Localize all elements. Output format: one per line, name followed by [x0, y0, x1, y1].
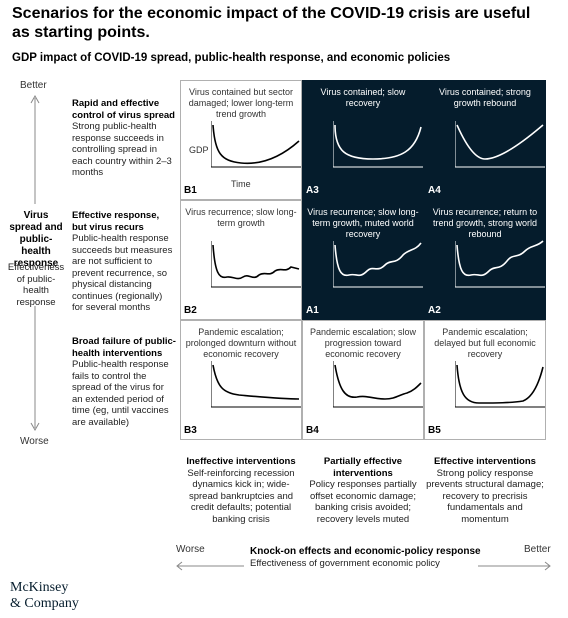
gdp-curve: [212, 364, 300, 400]
horizontal-axis-left-label: Worse: [176, 544, 205, 555]
chart-axes: [455, 361, 545, 408]
gdp-curve-chart: [333, 241, 423, 288]
gdp-curve: [334, 364, 422, 400]
scenario-code: B4: [306, 425, 319, 436]
gdp-curve: [334, 242, 422, 277]
scenario-cell-b5: Pandemic escalation; delayed but full ec…: [424, 320, 546, 440]
gdp-curve: [334, 124, 422, 160]
scenario-code: B1: [184, 185, 197, 196]
vertical-axis-heading: Virus spread and public-health response: [9, 210, 63, 269]
scenario-cell-b2: Virus recurrence; slow long-term growth B…: [180, 200, 302, 320]
gdp-curve-chart: [211, 121, 301, 168]
chart-axes: [455, 121, 545, 168]
scenario-text: Virus recurrence; slow long-term growth,…: [307, 207, 419, 239]
scenario-code: B2: [184, 305, 197, 316]
chart-axes: [211, 361, 301, 408]
gdp-curve-chart: [333, 361, 423, 408]
gdp-curve-chart: [333, 121, 423, 168]
column-heading-3: Effective interventions Strong policy re…: [426, 456, 544, 525]
scenario-cell-b3: Pandemic escalation; prolonged downturn …: [180, 320, 302, 440]
gdp-curve: [456, 364, 544, 404]
gdp-curve-chart: [455, 240, 545, 288]
gdp-curve-chart: [211, 361, 301, 408]
scenario-text: Virus recurrence; slow long-term growth: [185, 207, 297, 228]
chart-axes: [333, 361, 423, 408]
scenario-text: Pandemic escalation; delayed but full ec…: [434, 327, 536, 359]
scenario-cell-b1: Virus contained but sector damaged; lowe…: [180, 80, 302, 200]
row-heading-2: Effective response, but virus recurs Pub…: [72, 210, 173, 313]
vertical-axis-arrow: [30, 94, 40, 432]
scenario-text: Virus contained; strong growth rebound: [439, 87, 531, 108]
gdp-curve: [212, 244, 300, 280]
row-heading-3: Broad failure of public-health intervent…: [72, 336, 176, 428]
scenario-cell-a1: Virus recurrence; slow long-term growth,…: [302, 200, 424, 320]
scenario-text: Virus contained; slow recovery: [320, 87, 406, 108]
scenario-text: Virus contained but sector damaged; lowe…: [188, 87, 294, 119]
mckinsey-logo-line1: McKinsey: [10, 580, 69, 595]
column-heading-2: Partially effective interventions Policy…: [309, 456, 417, 525]
horizontal-axis-right-label: Better: [524, 544, 551, 555]
gdp-curve-chart: [455, 121, 545, 168]
row-heading-1: Rapid and effective control of virus spr…: [72, 98, 175, 178]
scenario-text: Pandemic escalation; prolonged downturn …: [185, 327, 297, 359]
mckinsey-logo-line2: & Company: [10, 596, 79, 611]
page-subtitle: GDP impact of COVID-19 spread, public-he…: [12, 52, 451, 64]
chart-axes: [455, 241, 545, 288]
vertical-axis-subheading: Effectiveness of public-health response: [7, 262, 65, 308]
vertical-axis-bottom-label: Worse: [20, 436, 49, 447]
scenario-code: A2: [428, 305, 441, 316]
gdp-curve: [456, 240, 544, 277]
gdp-curve-chart: [211, 241, 301, 288]
chart-axes: [211, 241, 301, 288]
chart-axes: [333, 121, 423, 168]
scenario-code: A1: [306, 305, 319, 316]
scenario-cell-a4: Virus contained; strong growth rebound A4: [424, 80, 546, 200]
horizontal-axis-subheading: Effectiveness of government economic pol…: [250, 558, 440, 569]
scenario-cell-a3: Virus contained; slow recovery A3: [302, 80, 424, 200]
scenario-text: Pandemic escalation; slow progression to…: [309, 327, 417, 359]
scenario-code: B5: [428, 425, 441, 436]
column-heading-1: Ineffective interventions Self-reinforci…: [186, 456, 296, 525]
gdp-axis-label: GDP: [189, 145, 209, 155]
chart-axes: [333, 241, 423, 288]
gdp-curve-chart: [455, 361, 545, 408]
scenario-code: B3: [184, 425, 197, 436]
horizontal-axis-heading: Knock-on effects and economic-policy res…: [250, 546, 481, 557]
scenario-cell-b4: Pandemic escalation; slow progression to…: [302, 320, 424, 440]
chart-axes: [211, 121, 301, 168]
vertical-axis-top-label: Better: [20, 80, 47, 91]
scenario-cell-a2: Virus recurrence; return to trend growth…: [424, 200, 546, 320]
scenario-code: A3: [306, 185, 319, 196]
gdp-curve: [456, 124, 544, 160]
page-title: Scenarios for the economic impact of the…: [12, 5, 531, 41]
gdp-curve: [212, 124, 300, 165]
horizontal-axis-arrow: [176, 561, 551, 571]
time-axis-label: Time: [231, 179, 251, 189]
scenario-code: A4: [428, 185, 441, 196]
scenario-text: Virus recurrence; return to trend growth…: [432, 207, 538, 239]
